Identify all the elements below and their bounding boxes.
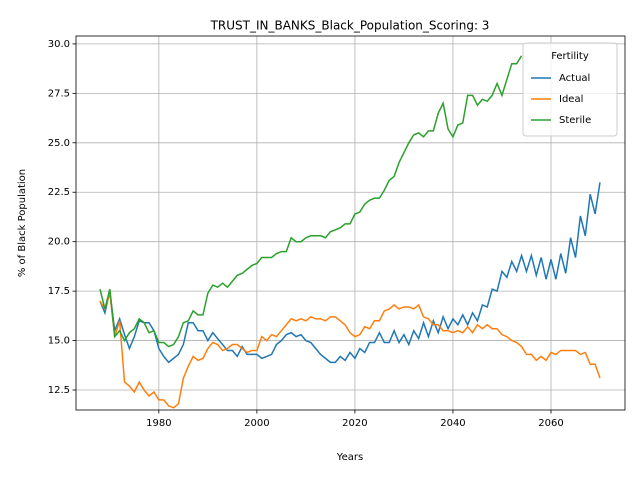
legend-label: Sterile <box>559 115 591 126</box>
legend-title: Fertility <box>551 51 589 62</box>
x-tick-label: 2040 <box>440 418 465 429</box>
y-tick-label: 15.0 <box>48 336 70 347</box>
y-tick-label: 20.0 <box>48 237 70 248</box>
plot-frame <box>75 35 626 411</box>
x-axis-label: Years <box>336 452 363 463</box>
y-tick-label: 17.5 <box>48 286 70 297</box>
x-tick-label: 2020 <box>342 418 367 429</box>
chart-title: TRUST_IN_BANKS_Black_Population_Scoring:… <box>210 19 490 33</box>
x-tick-label: 2000 <box>244 418 269 429</box>
legend-label: Actual <box>559 73 590 84</box>
line-series <box>99 55 523 348</box>
y-tick-label: 25.0 <box>48 138 70 149</box>
legend-label: Ideal <box>559 94 583 105</box>
y-tick-label: 30.0 <box>48 39 70 50</box>
line-series <box>99 292 601 409</box>
x-tick-label: 2060 <box>538 418 563 429</box>
legend-box <box>522 42 618 137</box>
y-axis-label: % of Black Population <box>17 169 28 277</box>
y-tick-label: 22.5 <box>48 187 70 198</box>
line-series <box>99 182 601 364</box>
y-tick-label: 12.5 <box>48 385 70 396</box>
x-tick-label: 1980 <box>146 418 171 429</box>
y-tick-label: 27.5 <box>48 88 70 99</box>
